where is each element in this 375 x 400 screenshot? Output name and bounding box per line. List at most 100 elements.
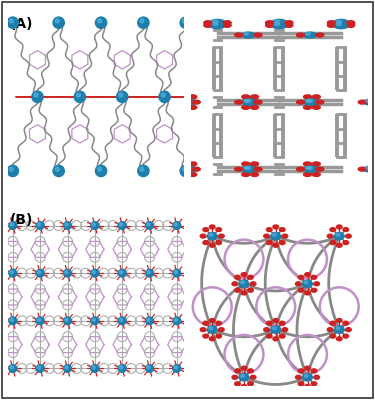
Circle shape bbox=[36, 317, 44, 325]
Ellipse shape bbox=[303, 32, 317, 38]
Ellipse shape bbox=[358, 167, 366, 171]
Ellipse shape bbox=[266, 21, 273, 25]
Ellipse shape bbox=[216, 241, 222, 244]
Ellipse shape bbox=[298, 369, 304, 373]
Circle shape bbox=[7, 165, 18, 176]
Ellipse shape bbox=[347, 24, 355, 27]
Ellipse shape bbox=[180, 162, 188, 166]
Circle shape bbox=[55, 19, 59, 23]
Circle shape bbox=[120, 366, 123, 369]
Ellipse shape bbox=[184, 167, 189, 169]
Ellipse shape bbox=[216, 228, 222, 232]
Ellipse shape bbox=[311, 288, 317, 292]
Ellipse shape bbox=[312, 106, 320, 109]
Circle shape bbox=[65, 270, 68, 274]
Ellipse shape bbox=[242, 172, 250, 176]
Ellipse shape bbox=[210, 22, 225, 29]
Ellipse shape bbox=[266, 241, 272, 244]
Ellipse shape bbox=[203, 228, 208, 232]
Ellipse shape bbox=[274, 23, 280, 26]
Circle shape bbox=[95, 165, 106, 176]
Ellipse shape bbox=[304, 366, 310, 370]
Ellipse shape bbox=[343, 334, 349, 338]
Ellipse shape bbox=[241, 366, 247, 370]
Ellipse shape bbox=[216, 334, 222, 338]
Circle shape bbox=[159, 91, 170, 102]
Ellipse shape bbox=[285, 24, 293, 27]
Ellipse shape bbox=[314, 282, 320, 286]
Ellipse shape bbox=[204, 24, 212, 27]
Ellipse shape bbox=[235, 288, 240, 292]
Ellipse shape bbox=[203, 321, 208, 325]
Circle shape bbox=[173, 222, 181, 230]
Ellipse shape bbox=[314, 375, 320, 379]
Ellipse shape bbox=[333, 22, 348, 29]
Ellipse shape bbox=[244, 167, 249, 169]
Ellipse shape bbox=[327, 234, 333, 238]
Ellipse shape bbox=[336, 318, 342, 322]
Ellipse shape bbox=[223, 21, 231, 25]
Ellipse shape bbox=[311, 382, 317, 386]
Ellipse shape bbox=[216, 321, 222, 325]
Circle shape bbox=[36, 269, 44, 277]
Ellipse shape bbox=[336, 233, 340, 236]
Circle shape bbox=[118, 222, 126, 230]
Circle shape bbox=[118, 269, 126, 277]
Ellipse shape bbox=[306, 167, 310, 169]
Ellipse shape bbox=[304, 273, 310, 276]
Ellipse shape bbox=[327, 24, 335, 27]
Ellipse shape bbox=[254, 100, 262, 104]
Circle shape bbox=[118, 364, 126, 372]
Circle shape bbox=[98, 167, 102, 171]
Ellipse shape bbox=[245, 166, 250, 170]
Ellipse shape bbox=[297, 100, 304, 104]
Ellipse shape bbox=[346, 328, 351, 332]
Ellipse shape bbox=[334, 326, 344, 333]
Circle shape bbox=[65, 223, 68, 226]
Ellipse shape bbox=[298, 275, 304, 279]
Ellipse shape bbox=[272, 233, 276, 236]
Ellipse shape bbox=[273, 318, 279, 322]
Circle shape bbox=[10, 270, 14, 274]
Ellipse shape bbox=[303, 166, 317, 172]
Circle shape bbox=[36, 222, 44, 230]
Ellipse shape bbox=[241, 291, 247, 295]
Circle shape bbox=[38, 223, 40, 226]
Ellipse shape bbox=[312, 172, 320, 176]
Ellipse shape bbox=[209, 337, 215, 341]
Ellipse shape bbox=[366, 167, 370, 169]
Ellipse shape bbox=[242, 95, 250, 99]
Ellipse shape bbox=[312, 162, 320, 166]
Ellipse shape bbox=[363, 99, 375, 105]
Ellipse shape bbox=[203, 334, 208, 338]
Circle shape bbox=[38, 366, 40, 369]
Ellipse shape bbox=[242, 162, 250, 166]
Ellipse shape bbox=[304, 166, 320, 172]
Circle shape bbox=[118, 317, 126, 325]
Ellipse shape bbox=[303, 374, 312, 381]
Ellipse shape bbox=[209, 318, 215, 322]
Ellipse shape bbox=[279, 241, 285, 244]
Ellipse shape bbox=[200, 328, 206, 332]
Circle shape bbox=[91, 317, 99, 325]
Ellipse shape bbox=[232, 282, 238, 286]
Ellipse shape bbox=[297, 33, 304, 37]
Ellipse shape bbox=[209, 225, 215, 229]
Circle shape bbox=[64, 317, 71, 325]
Circle shape bbox=[9, 269, 16, 277]
Ellipse shape bbox=[298, 288, 304, 292]
Ellipse shape bbox=[273, 337, 279, 341]
Circle shape bbox=[180, 17, 191, 28]
Circle shape bbox=[53, 17, 64, 28]
Ellipse shape bbox=[279, 334, 285, 338]
Ellipse shape bbox=[346, 234, 351, 238]
Ellipse shape bbox=[182, 99, 195, 105]
Circle shape bbox=[64, 222, 71, 230]
Ellipse shape bbox=[184, 166, 189, 170]
Circle shape bbox=[120, 318, 123, 321]
Circle shape bbox=[138, 165, 149, 176]
Ellipse shape bbox=[207, 232, 217, 240]
Ellipse shape bbox=[180, 106, 188, 109]
Ellipse shape bbox=[235, 382, 240, 386]
Ellipse shape bbox=[243, 99, 258, 106]
